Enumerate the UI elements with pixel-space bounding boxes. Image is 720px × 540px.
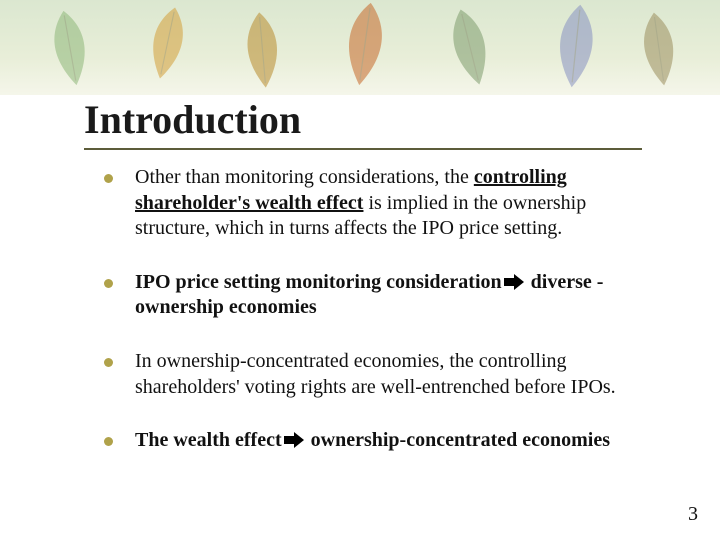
text-run: ownership-concentrated economies [306, 429, 610, 451]
arrow-icon [504, 274, 524, 290]
text-run: In ownership-concentrated economies, the… [135, 350, 616, 398]
bullet-item: The wealth effect ownership-concentrated… [104, 428, 644, 454]
slide-title: Introduction [84, 96, 301, 143]
bullet-dot-icon [104, 174, 113, 183]
bullet-item: In ownership-concentrated economies, the… [104, 349, 644, 400]
bullet-dot-icon [104, 437, 113, 446]
bullet-dot-icon [104, 358, 113, 367]
bullet-text: In ownership-concentrated economies, the… [135, 349, 644, 400]
bullet-text: The wealth effect ownership-concentrated… [135, 428, 644, 454]
bullet-item: IPO price setting monitoring considerati… [104, 270, 644, 321]
bullet-text: IPO price setting monitoring considerati… [135, 270, 644, 321]
bullet-list: Other than monitoring considerations, th… [104, 165, 644, 482]
arrow-icon [284, 432, 304, 448]
bullet-item: Other than monitoring considerations, th… [104, 165, 644, 242]
bullet-text: Other than monitoring considerations, th… [135, 165, 644, 242]
page-number: 3 [688, 503, 698, 526]
slide: Introduction Other than monitoring consi… [0, 0, 720, 540]
bullet-dot-icon [104, 279, 113, 288]
title-underline [84, 148, 642, 150]
text-run: IPO price setting monitoring considerati… [135, 271, 502, 293]
text-run: Other than monitoring considerations, th… [135, 166, 474, 188]
text-run: The wealth effect [135, 429, 282, 451]
